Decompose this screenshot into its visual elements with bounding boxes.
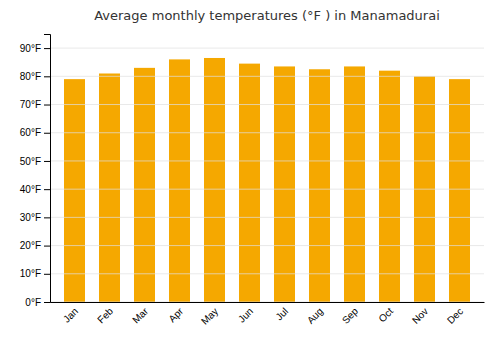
tick: May — [199, 302, 220, 327]
tick-mark — [44, 48, 50, 49]
bar — [449, 79, 470, 302]
tick-label: May — [199, 306, 220, 327]
tick: Apr — [166, 302, 185, 324]
tick: 80°F — [20, 71, 50, 82]
tick: Dec — [445, 302, 465, 326]
tick-label: 30°F — [20, 212, 41, 223]
tick-mark — [44, 217, 50, 218]
grid-line — [50, 273, 484, 274]
chart: 0°F 10°F 20°F 30°F 40°F 50°F 60°F 70°F 80°F 90°F J… — [0, 0, 500, 350]
bar — [99, 73, 120, 302]
tick: 60°F — [20, 127, 50, 138]
tick: 0°F — [25, 297, 50, 308]
bar — [169, 59, 190, 302]
tick-mark — [44, 133, 50, 134]
tick-label: Aug — [305, 306, 325, 326]
tick: Jan — [61, 302, 80, 325]
grid-line — [50, 245, 484, 246]
tick: Mar — [130, 302, 150, 326]
chart-container: 0°F 10°F 20°F 30°F 40°F 50°F 60°F 70°F 80°F 90°F J… — [0, 0, 500, 350]
tick: Feb — [95, 302, 115, 326]
tick: Jun — [236, 302, 255, 325]
tick-label: 50°F — [20, 156, 41, 167]
tick-label: Sep — [340, 305, 361, 326]
tick-mark — [44, 105, 50, 106]
tick-label: 0°F — [25, 297, 41, 308]
grid-line — [50, 160, 484, 161]
grid-line — [50, 132, 484, 133]
tick: Aug — [305, 302, 325, 326]
tick-label: Apr — [166, 305, 185, 324]
tick-mark — [44, 274, 50, 275]
bar — [274, 66, 295, 302]
tick-label: Jan — [61, 306, 80, 325]
title: Average monthly temperatures (°F ) in Ma… — [94, 8, 440, 23]
tick: 30°F — [20, 212, 50, 223]
bar — [204, 58, 225, 302]
axis-line — [51, 302, 485, 303]
tick-label: 60°F — [20, 127, 41, 138]
axis-line — [44, 35, 51, 303]
grid-line — [50, 104, 484, 105]
bars — [64, 58, 470, 302]
tick: Jul — [273, 302, 290, 322]
tick-label: Mar — [130, 305, 150, 325]
tick-label: Feb — [95, 305, 115, 325]
bar — [309, 69, 330, 302]
tick: 90°F — [20, 43, 50, 54]
bar — [344, 66, 365, 302]
tick: 50°F — [20, 156, 50, 167]
tick-label: 80°F — [20, 71, 41, 82]
grid-line — [50, 48, 484, 49]
tick-mark — [44, 161, 50, 162]
tick-label: Dec — [445, 306, 465, 326]
tick: 70°F — [20, 99, 50, 110]
tick-mark — [44, 76, 50, 77]
grid-line — [50, 189, 484, 190]
grid-line — [50, 76, 484, 77]
tick-label: Nov — [410, 306, 430, 326]
grid-line — [50, 302, 484, 303]
tick-label: 90°F — [20, 43, 41, 54]
tick-mark — [44, 302, 50, 303]
bar — [134, 68, 155, 302]
bar — [64, 79, 85, 302]
tick-label: 20°F — [20, 240, 41, 251]
tick-label: Jul — [273, 306, 290, 323]
tick-label: 70°F — [20, 99, 41, 110]
bar — [239, 64, 260, 302]
grid-line — [50, 217, 484, 218]
tick-label: 40°F — [20, 184, 41, 195]
bar — [379, 71, 400, 302]
tick: Nov — [410, 302, 430, 326]
x-axis: Jan Feb Mar Apr May Jun Jul Aug Sep Oct Nov Dec — [51, 302, 485, 327]
tick: 20°F — [20, 240, 50, 251]
tick: Sep — [340, 302, 361, 326]
tick-mark — [44, 189, 50, 190]
y-axis: 0°F 10°F 20°F 30°F 40°F 50°F 60°F 70°F 80°F 90°F — [20, 35, 51, 308]
tick-label: Oct — [376, 305, 395, 324]
tick: 40°F — [20, 184, 50, 195]
tick-label: Jun — [236, 306, 255, 325]
tick-mark — [44, 246, 50, 247]
tick: Oct — [376, 302, 395, 324]
grid — [50, 48, 484, 302]
tick-label: 10°F — [20, 268, 41, 279]
tick: 10°F — [20, 268, 50, 279]
